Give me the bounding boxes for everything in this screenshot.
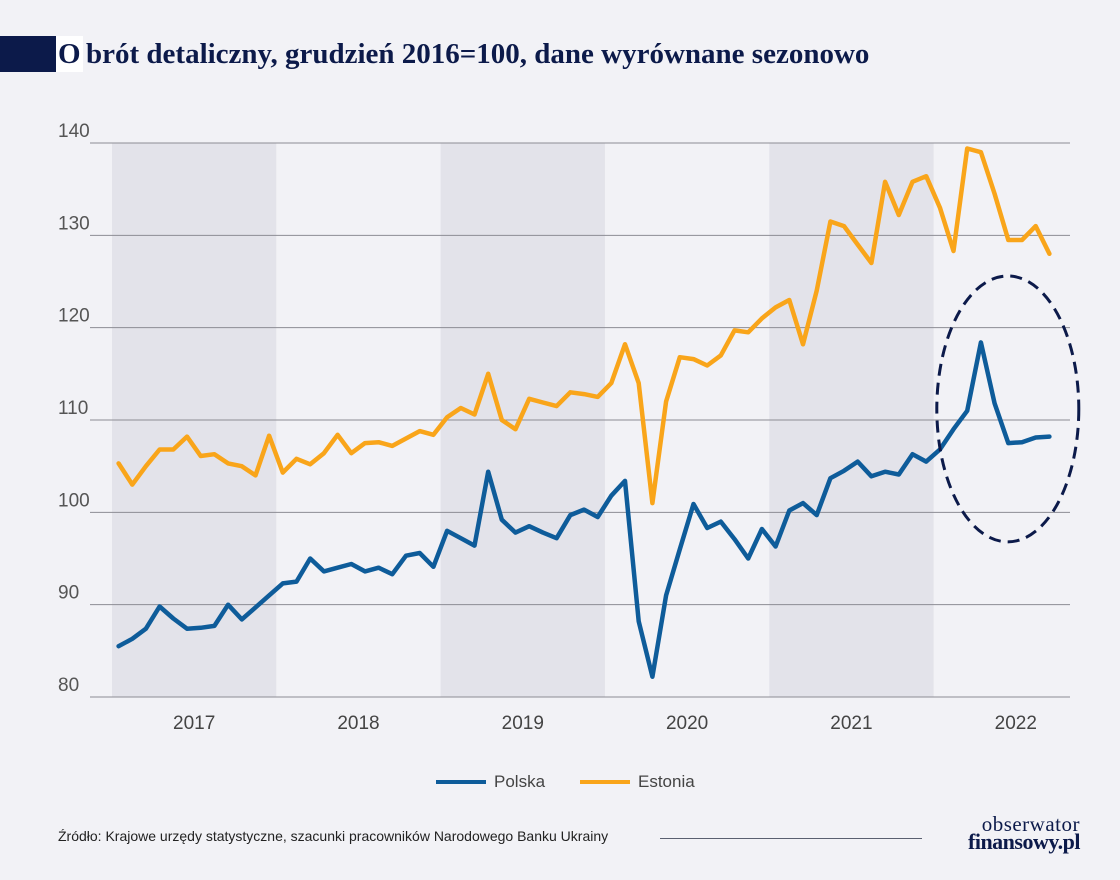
y-tick-label-90: 90	[58, 583, 79, 604]
x-tick-label-2018: 2018	[337, 713, 379, 734]
source-divider	[660, 838, 922, 839]
source-note: Źródło: Krajowe urzędy statystyczne, sza…	[58, 828, 609, 844]
logo-line-1: obserwator	[981, 812, 1080, 836]
legend-item-polska: Polska	[436, 770, 545, 794]
x-tick-label-2021: 2021	[830, 713, 872, 734]
title-first-letter: O	[56, 36, 83, 72]
y-tick-label-120: 120	[58, 306, 90, 327]
y-tick-label-80: 80	[58, 675, 79, 696]
legend-swatch-estonia	[580, 780, 630, 784]
x-tick-label-2017: 2017	[173, 713, 215, 734]
series-line-polska	[116, 340, 1052, 679]
legend-label-polska: Polska	[494, 772, 546, 791]
y-tick-label-110: 110	[58, 398, 88, 419]
legend-swatch-polska	[436, 780, 486, 784]
legend-label-estonia: Estonia	[638, 772, 695, 791]
logo-line-2: finansowy.pl	[968, 829, 1081, 854]
highlight-ellipse	[935, 274, 1081, 544]
y-tick-label-130: 130	[58, 213, 90, 234]
y-tick-label-140: 140	[58, 121, 90, 142]
y-tick-label-100: 100	[58, 490, 90, 511]
x-tick-label-2022: 2022	[995, 713, 1037, 734]
legend-item-estonia: Estonia	[580, 770, 695, 794]
x-tick-label-2020: 2020	[666, 713, 708, 734]
chart-title: brót detaliczny, grudzień 2016=100, dane…	[86, 38, 870, 70]
x-tick-label-2019: 2019	[502, 713, 544, 734]
brand-logo: obserwator finansowy.pl	[930, 812, 1081, 854]
legend: Polska Estonia	[0, 770, 1120, 794]
series-line-estonia	[116, 146, 1052, 506]
